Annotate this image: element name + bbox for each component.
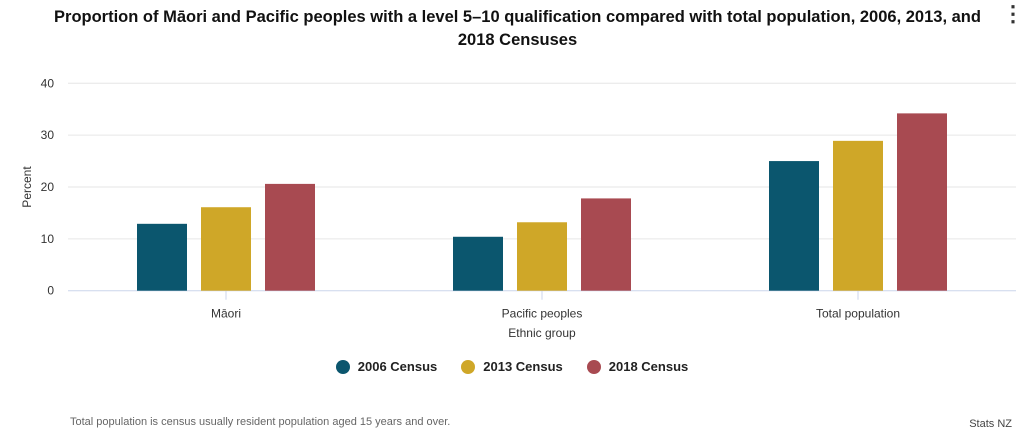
y-axis-label: Percent [20,166,34,208]
legend-label: 2006 Census [357,359,438,374]
bar[interactable] [897,113,947,291]
bar[interactable] [833,140,883,291]
y-tick-label: 40 [41,76,55,90]
legend-item[interactable]: 2013 Census [461,359,563,374]
bar[interactable] [201,207,251,291]
legend-marker [586,359,601,374]
chart-title: Proportion of Māori and Pacific peoples … [54,8,981,49]
bar[interactable] [137,223,187,291]
x-tick-label: Total population [816,307,900,321]
y-tick-label: 10 [41,232,55,246]
legend: 2006 Census 2013 Census 2018 Census [0,359,1024,374]
bar[interactable] [265,183,315,291]
legend-label: 2013 Census [483,359,563,374]
legend-item[interactable]: 2018 Census [586,359,689,374]
legend-label: 2018 Census [608,359,689,374]
y-tick-label: 30 [41,128,55,142]
x-tick-label: Māori [211,307,241,321]
bar[interactable] [581,198,631,291]
legend-item[interactable]: 2006 Census [335,359,438,374]
bar[interactable] [517,222,567,291]
credit: Stats NZ [969,418,1012,430]
x-tick-label: Pacific peoples [502,307,583,321]
bar-chart: 0 10 20 30 40 Māori Pacific peoples Total popul… [20,76,1016,340]
y-tick-label: 0 [47,284,54,298]
bar[interactable] [453,236,503,291]
x-axis-label: Ethnic group [508,326,576,340]
bar[interactable] [769,161,819,291]
footnote: Total population is census usually resid… [70,416,451,428]
legend-marker [461,359,476,374]
legend-marker [335,359,350,374]
y-tick-label: 20 [41,180,55,194]
